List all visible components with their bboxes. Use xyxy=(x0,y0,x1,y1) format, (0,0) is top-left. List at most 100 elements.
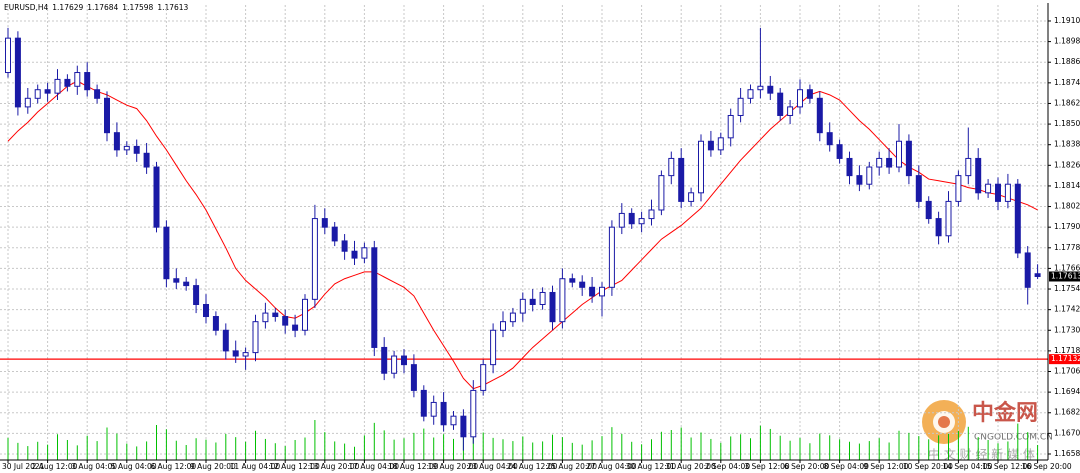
x-tick-label: 2 Sep 04:00 xyxy=(705,462,751,471)
header-close: 1.17613 xyxy=(157,3,188,12)
candle-body xyxy=(717,137,724,151)
x-tick-label: 6 Sep 20:00 xyxy=(784,462,830,471)
y-tick-label: 1.18380 xyxy=(1054,140,1080,149)
candle-body xyxy=(658,175,665,211)
candle-body xyxy=(648,209,655,220)
y-tick-label: 1.17420 xyxy=(1054,305,1080,314)
candle-body xyxy=(529,298,536,305)
candle-body xyxy=(1034,273,1041,277)
candle-body xyxy=(242,352,249,357)
y-tick-label: 1.16700 xyxy=(1054,428,1080,437)
candle-body xyxy=(915,175,922,202)
level-price-label: 1.17132 xyxy=(1051,354,1080,363)
x-tick-label: 31 Aug 20:00 xyxy=(665,462,716,471)
candle-body xyxy=(925,200,932,220)
candle-body xyxy=(965,157,972,177)
candle-body xyxy=(193,285,200,305)
candle-body xyxy=(876,157,883,168)
y-tick-label: 1.17300 xyxy=(1054,325,1080,334)
candle-body xyxy=(401,355,407,366)
candle-body xyxy=(995,183,1001,202)
candle-body xyxy=(787,106,794,116)
candle-body xyxy=(203,303,209,318)
x-tick-label: 8 Sep 04:00 xyxy=(824,462,870,471)
candle-body xyxy=(836,144,843,159)
candle-body xyxy=(153,166,160,228)
x-tick-label: 19 Aug 20:00 xyxy=(428,462,479,471)
x-tick-label: 9 Aug 20:00 xyxy=(190,462,236,471)
candle-body xyxy=(183,281,190,287)
y-tick-label: 1.18860 xyxy=(1054,57,1080,66)
candle-body xyxy=(391,355,398,374)
x-tick-label: 12 Aug 12:00 xyxy=(269,462,320,471)
candle-body xyxy=(975,157,982,194)
candle-body xyxy=(321,218,328,228)
candle-body xyxy=(688,192,695,202)
candle-body xyxy=(767,85,774,94)
candle-body xyxy=(539,291,546,305)
candle-body xyxy=(797,89,803,108)
candle-body xyxy=(618,212,625,228)
candle-body xyxy=(549,291,556,323)
y-tick-label: 1.16820 xyxy=(1054,408,1080,417)
candle-body xyxy=(430,401,437,417)
candle-body xyxy=(74,72,81,87)
y-tick-label: 1.18260 xyxy=(1054,160,1080,169)
header: EURUSD,H4 1.17629 1.17684 1.17598 1.17613 xyxy=(4,3,189,12)
candle-body xyxy=(509,312,516,323)
x-tick-label: 6 Aug 12:00 xyxy=(150,462,196,471)
x-tick-label: 18 Aug 12:00 xyxy=(388,462,439,471)
x-tick-label: 15 Sep 12:00 xyxy=(982,462,1032,471)
candle-body xyxy=(232,350,239,357)
candle-body xyxy=(34,89,41,99)
candle-body xyxy=(519,298,526,314)
candle-body xyxy=(371,247,378,348)
candle-body xyxy=(282,316,289,326)
candle-body xyxy=(777,92,784,116)
candle-body xyxy=(143,152,150,168)
x-tick-label: 2 Aug 12:00 xyxy=(32,462,78,471)
x-tick-label: 9 Sep 12:00 xyxy=(863,462,909,471)
candle-body xyxy=(668,157,675,177)
candle-body xyxy=(252,321,259,354)
candle-body xyxy=(410,364,417,391)
y-tick-label: 1.16580 xyxy=(1054,449,1080,458)
candle-body xyxy=(1004,183,1011,202)
candle-body xyxy=(727,114,734,139)
candle-body xyxy=(826,132,833,146)
candle-body xyxy=(896,140,902,168)
last-price-label: 1.17613 xyxy=(1051,271,1080,280)
x-tick-label: 24 Aug 12:00 xyxy=(507,462,558,471)
candle-body xyxy=(1024,252,1031,288)
candle-body xyxy=(351,250,358,259)
header-open: 1.17629 xyxy=(52,3,83,12)
last-price-box xyxy=(1049,271,1080,282)
candle-body xyxy=(737,97,744,116)
watermark-logo-core xyxy=(938,416,950,428)
x-tick-label: 3 Aug 04:00 xyxy=(71,462,117,471)
y-tick-label: 1.16940 xyxy=(1054,387,1080,396)
candle-body xyxy=(599,286,605,297)
candle-body xyxy=(866,166,873,185)
candle-body xyxy=(846,157,853,177)
candle-body xyxy=(985,183,992,194)
watermark-domain: CNGOLD.COM.CN xyxy=(974,433,1053,443)
x-tick-label: 16 Sep 20:00 xyxy=(1022,462,1072,471)
level-price-box xyxy=(1049,354,1080,365)
candle-body xyxy=(361,247,368,259)
candle-body xyxy=(173,278,180,283)
x-tick-label: 25 Aug 20:00 xyxy=(546,462,597,471)
header-symbol: EURUSD,H4 xyxy=(4,3,48,12)
candle-body xyxy=(490,329,497,366)
candle-body xyxy=(500,321,506,331)
candle-body xyxy=(24,97,31,108)
header-low: 1.17598 xyxy=(122,3,153,12)
candle-body xyxy=(579,281,586,288)
y-tick-label: 1.17660 xyxy=(1054,263,1080,272)
y-tick-label: 1.18020 xyxy=(1054,202,1080,211)
candle-body xyxy=(460,415,467,438)
candle-body xyxy=(272,312,279,318)
candle-body xyxy=(44,89,51,94)
candle-body xyxy=(905,140,912,177)
